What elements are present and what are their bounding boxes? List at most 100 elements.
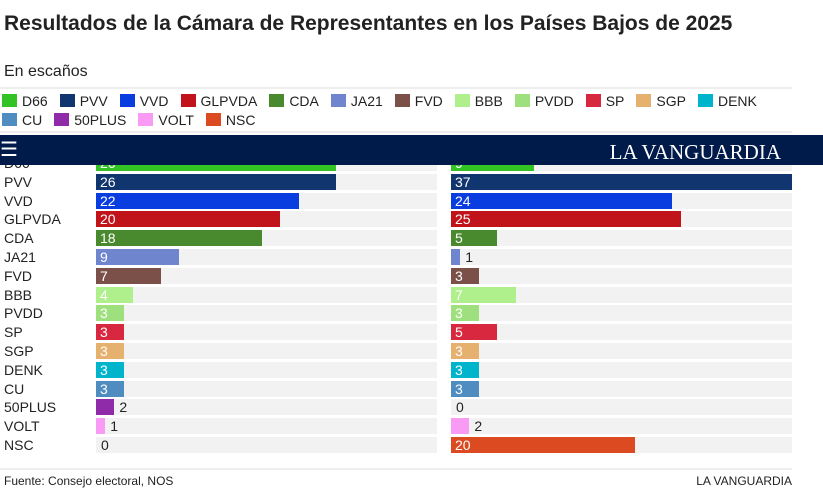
- legend-swatch: [636, 94, 652, 107]
- bar-track: 37: [451, 173, 792, 190]
- legend-item: VVD: [119, 92, 169, 109]
- bar: [96, 399, 115, 416]
- bar-track: 18: [96, 230, 437, 247]
- legend-item: CU: [2, 111, 43, 128]
- legend-swatch: [514, 94, 530, 107]
- bar-track: 20: [451, 437, 792, 453]
- data-label: 1: [110, 418, 118, 435]
- bar-row: GLPVDA 20 25: [0, 211, 823, 228]
- legend-item: PVDD: [514, 92, 574, 109]
- hamburger-icon[interactable]: ☰: [0, 139, 18, 161]
- legend-swatch: [138, 113, 154, 126]
- bar: [451, 173, 792, 190]
- data-label: 7: [100, 267, 108, 284]
- bar-row: DENK 3 3: [0, 361, 823, 378]
- bar-row: NSC 0 20: [0, 437, 823, 453]
- data-label: 1: [465, 249, 473, 265]
- bar-track: 5: [451, 324, 792, 341]
- divider: [0, 87, 792, 89]
- bar-track: 20: [96, 211, 437, 228]
- data-label: 3: [455, 305, 463, 322]
- data-label: 5: [455, 324, 463, 341]
- bar-row: SP 3 5: [0, 324, 823, 341]
- bar-row: 50PLUS 2 0: [0, 399, 823, 416]
- legend-swatch: [269, 94, 285, 107]
- bar: [451, 249, 461, 265]
- bar-track: 22: [96, 192, 437, 209]
- bar-track: 4: [96, 286, 437, 303]
- bar: [96, 305, 124, 322]
- data-label: 5: [455, 230, 463, 247]
- bar: [451, 267, 479, 284]
- category-label: CU: [4, 380, 25, 397]
- bar: [451, 380, 479, 397]
- bar: [96, 380, 124, 397]
- category-label: SGP: [4, 343, 34, 359]
- legend-label: PVDD: [534, 92, 574, 109]
- bar-row: PVDD 3 3: [0, 305, 823, 322]
- bar-track: 3: [96, 324, 437, 341]
- bar-row: VVD 22 24: [0, 192, 823, 209]
- bar-track: 0: [96, 437, 437, 453]
- bar-track: 25: [451, 211, 792, 228]
- data-label: 7: [455, 286, 463, 303]
- legend-item: 50PLUS: [54, 112, 126, 128]
- data-label: 20: [455, 437, 471, 453]
- legend-item: SGP: [636, 93, 686, 109]
- divider: [0, 131, 792, 133]
- bar: [451, 361, 479, 378]
- data-label: 25: [455, 211, 471, 228]
- category-label: GLPVDA: [4, 211, 61, 228]
- bar-track: 3: [96, 343, 437, 359]
- data-label: 3: [455, 361, 463, 378]
- bar-track: 5: [451, 230, 792, 247]
- category-label: 50PLUS: [4, 399, 57, 416]
- bar: [96, 192, 299, 209]
- category-label: DENK: [4, 361, 43, 378]
- category-label: PVV: [4, 173, 33, 190]
- site-header: ☰ LA VANGUARDIA: [0, 135, 823, 165]
- bar: [96, 343, 124, 359]
- bar-row: JA21 9 1: [0, 249, 823, 265]
- legend-item: D66: [2, 93, 48, 109]
- bar-row: SGP 3 3: [0, 343, 823, 359]
- legend-item: NSC: [205, 111, 256, 128]
- bar-track: 24: [451, 192, 792, 209]
- legend-swatch: [585, 94, 601, 107]
- data-label: 20: [100, 211, 116, 228]
- category-label: JA21: [4, 249, 36, 265]
- legend-swatch: [394, 94, 410, 107]
- bar-track: 7: [96, 267, 437, 284]
- category-label: VVD: [4, 192, 33, 209]
- data-label: 3: [100, 380, 108, 397]
- legend-label: DENK: [717, 92, 757, 109]
- data-label: 3: [100, 343, 108, 359]
- bar-track: 7: [451, 286, 792, 303]
- data-label: 18: [100, 230, 116, 247]
- legend-item: GLPVDA: [180, 93, 257, 109]
- legend-label: CU: [22, 111, 43, 128]
- legend-item: VOLT: [138, 112, 194, 128]
- bar: [451, 343, 479, 359]
- data-label: 22: [100, 192, 116, 209]
- site-logo[interactable]: LA VANGUARDIA: [609, 140, 781, 164]
- bar: [451, 230, 498, 247]
- legend-label: JA21: [350, 92, 383, 109]
- bar-track: 1: [96, 418, 437, 435]
- legend-label: VVD: [139, 92, 169, 109]
- bar: [96, 324, 124, 341]
- bar: [96, 361, 124, 378]
- data-label: 3: [455, 267, 463, 284]
- bar: [451, 418, 470, 435]
- legend-item: SP: [585, 93, 624, 109]
- legend-label: BBB: [474, 92, 503, 109]
- legend-swatch: [180, 94, 196, 107]
- bar-track: 3: [96, 305, 437, 322]
- category-label: PVDD: [4, 305, 43, 322]
- category-label: NSC: [4, 437, 34, 453]
- bar: [451, 211, 682, 228]
- bar-track: 3: [451, 361, 792, 378]
- legend-label: NSC: [225, 111, 256, 128]
- bar-row: VOLT 1 2: [0, 418, 823, 435]
- legend-swatch: [697, 94, 713, 107]
